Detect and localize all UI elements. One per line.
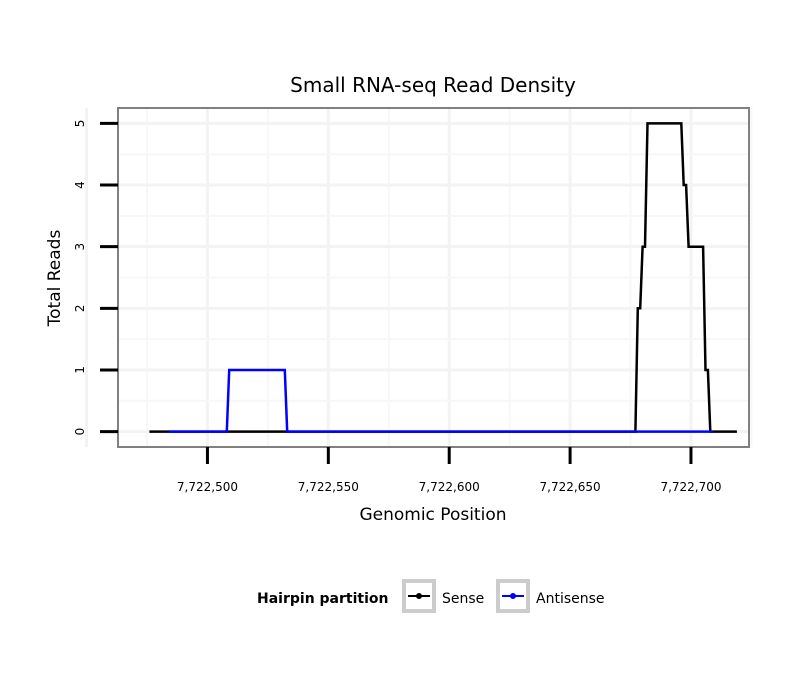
y-tick-label: 0 (73, 428, 87, 436)
x-axis: 7,722,500 7,722,550 7,722,600 7,722,650 7,72… (177, 447, 722, 494)
x-tick-label: 7,722,700 (660, 480, 721, 494)
y-tick-label: 3 (73, 243, 87, 251)
legend-dot-sense (416, 593, 422, 599)
legend-title: Hairpin partition (257, 591, 388, 607)
y-axis: 0 1 2 3 4 5 (73, 120, 118, 436)
y-tick-label: 5 (73, 120, 87, 128)
plot-border (117, 107, 750, 448)
chart-title: Small RNA-seq Read Density (290, 73, 576, 97)
x-tick-label: 7,722,600 (419, 480, 480, 494)
legend: Hairpin partition Sense Antisense (257, 579, 605, 613)
x-tick-label: 7,722,550 (298, 480, 359, 494)
legend-item-sense: Sense (402, 579, 484, 613)
y-axis-title: Total Reads (45, 230, 65, 328)
legend-label-antisense: Antisense (536, 591, 605, 607)
series-line-antisense (168, 368, 713, 433)
y-tick-label: 4 (73, 181, 87, 189)
x-tick-label: 7,722,650 (540, 480, 601, 494)
grid (85, 108, 753, 447)
legend-dot-antisense (510, 593, 516, 599)
y-tick-label: 1 (73, 366, 87, 374)
x-axis-title: Genomic Position (359, 505, 506, 525)
x-tick-label: 7,722,500 (177, 480, 238, 494)
legend-item-antisense: Antisense (496, 579, 605, 613)
y-tick-label: 2 (73, 304, 87, 312)
series (149, 122, 737, 433)
series-line-sense (149, 122, 737, 433)
legend-label-sense: Sense (442, 591, 484, 607)
